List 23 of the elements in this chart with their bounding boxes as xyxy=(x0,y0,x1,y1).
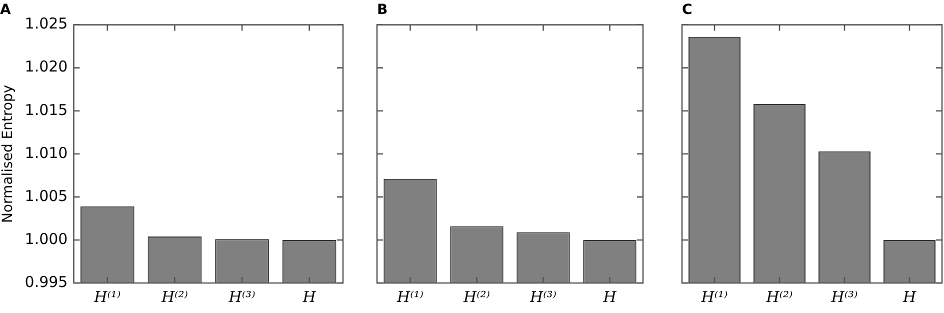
y-tick-label: 1.005 xyxy=(24,186,68,205)
x-tick-label: H⁽¹⁾ xyxy=(700,288,728,306)
x-tick-label: H⁽²⁾ xyxy=(765,288,794,306)
y-tick-label: 1.015 xyxy=(24,100,68,119)
x-tick-label: H⁽¹⁾ xyxy=(396,288,424,306)
chart-title: B xyxy=(377,2,388,18)
chart-title: A xyxy=(0,2,11,18)
y-tick-label: 1.020 xyxy=(24,58,68,76)
x-tick-label: H xyxy=(602,288,618,306)
y-tick-label: 1.010 xyxy=(24,144,68,162)
x-tick-label: H⁽¹⁾ xyxy=(93,288,121,306)
y-tick-label: 0.995 xyxy=(24,272,68,291)
x-tick-label: H⁽³⁾ xyxy=(830,288,858,306)
y-tick-label: 1.025 xyxy=(24,14,68,33)
chart-title: C xyxy=(682,2,692,18)
x-tick-label: H⁽³⁾ xyxy=(529,288,557,306)
y-tick-label: 1.000 xyxy=(24,230,68,248)
x-tick-label: H⁽²⁾ xyxy=(462,288,490,306)
x-tick-label: H xyxy=(902,288,917,306)
x-tick-label: H⁽²⁾ xyxy=(160,288,188,306)
x-tick-label: H⁽³⁾ xyxy=(228,288,256,306)
x-tick-label: H xyxy=(302,288,317,306)
y-axis-title: Normalised Entropy xyxy=(0,84,16,223)
